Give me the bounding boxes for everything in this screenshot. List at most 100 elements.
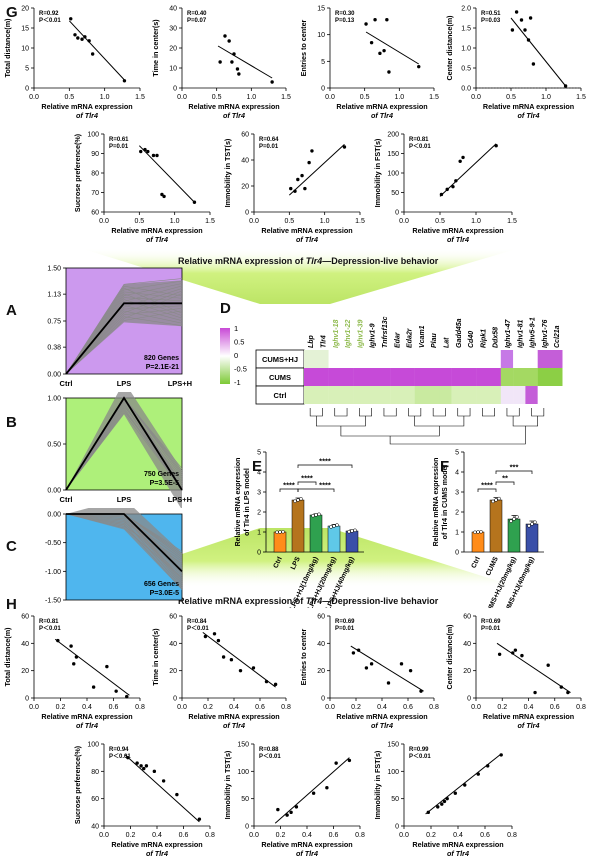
y-tick-label: 40 [463,641,471,648]
x-tick-label: 0.0 [249,218,259,225]
x-tick-label: 0.2 [56,704,66,711]
data-point [445,796,449,801]
data-point [69,17,73,21]
x-tick-label: 0.8 [355,832,365,839]
heatmap-column-label: Tlr4 [320,335,327,348]
y-axis-label: Entries to center [299,628,308,685]
y-tick-label: 1 [257,530,261,537]
x-axis-label: Relative mRNA expression [111,840,202,849]
y-tick-label: 200 [387,132,399,139]
stat-r: R=0.81 [39,619,59,625]
y-axis-label: Total distance(m) [3,18,12,78]
data-point [232,52,236,56]
data-point [353,528,357,533]
x-axis-label: Relative mRNA expression [261,840,352,849]
y-tick-label: 20 [21,668,29,675]
stat-p: P＜0.01 [187,625,209,632]
data-point [285,813,289,817]
heatmap-cell [500,386,514,404]
bar [273,531,287,553]
y-axis-label-2: of Tlr4 in LPS model [244,468,251,536]
data-point [332,524,336,528]
y-tick-label: 0 [321,86,325,93]
x-axis-label: Relative mRNA expression [41,102,132,111]
data-point [221,655,226,659]
heatmap-column-label: Plau [431,332,438,348]
x-tick-label: 1.5 [507,218,517,225]
stat-r: R=0.69 [481,619,501,625]
x-axis-label-gene: of Tlr4 [223,111,245,120]
data-point [126,755,130,760]
x-tick-label: 0.6 [480,832,490,839]
heatmap-cell [365,350,378,368]
heatmap-cell [328,350,342,368]
heatmap-cell [500,350,514,368]
heatmap-column-label: Edar [394,331,401,348]
x-tick-label: 1.0 [100,94,110,101]
x-tick-label: 1.5 [429,94,439,101]
x-axis-label: Relative mRNA expression [41,712,132,721]
data-point [546,663,550,667]
x-tick-label: 0.0 [177,94,187,101]
x-tick-label: 0.5 [506,94,516,101]
heatmap-cell [427,386,440,404]
y-tick-label: 0.0 [461,86,471,93]
data-point [334,761,338,765]
data-point [445,187,449,192]
fit-line [510,17,566,87]
x-axis-label: Relative mRNA expression [188,712,279,721]
data-point [499,753,503,757]
y-tick-label: 4 [257,470,261,477]
y-tick-label: 40 [241,158,249,165]
x-tick-label: 1.0 [246,94,256,101]
data-point [135,761,139,765]
y-tick-label: 80 [91,769,99,776]
data-point [162,194,166,199]
data-point [223,34,227,38]
heatmap-column-label: Ighv1-81 [517,319,524,348]
data-point [559,685,564,689]
stat-p: P＜0.01 [409,753,431,760]
data-point [296,177,300,182]
y-tick-label: 1.5 [461,26,471,33]
x-tick-label: 1.0 [471,218,481,225]
heatmap-cell [537,386,551,404]
x-tick-label: 0.5 [212,94,222,101]
data-point [235,67,240,71]
y-tick-label: 5 [257,450,261,457]
heatmap-cell [316,368,329,386]
data-point [531,62,536,66]
data-point [212,632,217,636]
data-point [105,664,109,669]
x-tick-label: 0.2 [276,832,286,839]
y-tick-label: 4 [455,470,459,477]
y-tick-label: 15 [317,6,325,13]
y-tick-label: -0.50 [45,540,61,547]
heatmap-cell [550,350,563,368]
y-tick-label: 10 [317,32,325,39]
stat-p: P＜0.01 [259,753,281,760]
dendrogram-branches [309,408,545,445]
significance-label: **** [319,481,331,490]
significance-bracket [297,481,317,485]
heatmap-cell [537,368,551,386]
stat-p: P=0.03 [481,18,501,24]
data-point [347,758,352,763]
x-tick-label: 0.6 [109,704,119,711]
y-tick-label: 20 [463,668,471,675]
y-tick-label: 0 [395,210,399,217]
stat-p: P=0.13 [335,18,355,24]
significance-bracket [297,488,335,492]
x-axis-label-gene: of Tlr4 [76,721,98,730]
data-point [276,807,280,812]
x-tick-label: 1.5 [576,94,586,101]
data-point [230,60,234,64]
heatmap-cell [550,386,563,404]
cluster-a-chart: 0.00 0.38 0.75 1.13 1.50 Ctrl LPS LPS+HJ 820 Gen… [47,266,192,389]
y-tick-label: 2 [257,510,261,517]
y-tick-label: 150 [387,151,399,158]
panel-letter-c: C [6,538,17,555]
x-tick-label: 0.6 [329,832,339,839]
